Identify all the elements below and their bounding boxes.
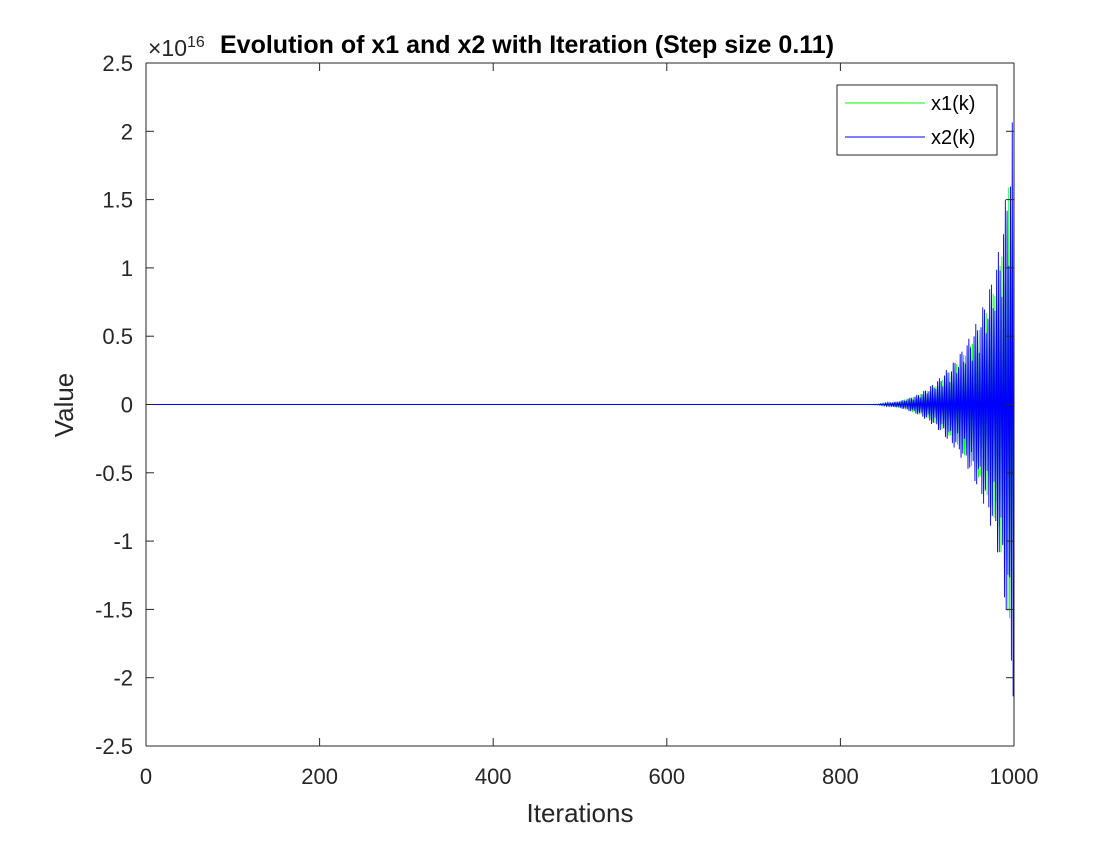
legend-label-x1: x1(k) <box>931 93 975 115</box>
y-axis-label: Value <box>49 373 79 438</box>
x-axis-ticks: 0 200 400 600 800 1000 <box>140 63 1039 789</box>
x-tick-label: 800 <box>822 764 859 789</box>
legend: x1(k) x2(k) <box>836 84 998 156</box>
legend-label-x2: x2(k) <box>931 127 975 149</box>
y-tick-label: -1.5 <box>95 597 133 622</box>
y-tick-label: 0 <box>121 393 133 418</box>
y-tick-label: 1.5 <box>102 188 133 213</box>
series-layer <box>146 120 1015 697</box>
y-axis-exponent-base: ×10 <box>148 35 187 61</box>
y-tick-label: 0.5 <box>102 324 133 349</box>
chart-title: Evolution of x1 and x2 with Iteration (S… <box>220 31 834 59</box>
legend-box <box>836 84 998 156</box>
y-axis-exponent-power: 16 <box>187 34 205 51</box>
x-tick-label: 200 <box>301 764 338 789</box>
x-tick-label: 400 <box>475 764 512 789</box>
x-tick-label: 0 <box>140 764 152 789</box>
y-tick-label: 2 <box>121 119 133 144</box>
x-tick-label: 600 <box>648 764 685 789</box>
y-axis-exponent: ×1016 <box>148 34 205 61</box>
y-axis-ticks: 2.5 2 1.5 1 0.5 0 -0.5 -1 -1.5 -2 -2.5 <box>95 51 1014 759</box>
y-tick-label: -2 <box>113 666 133 691</box>
y-tick-label: -1 <box>113 529 133 554</box>
y-tick-label: -0.5 <box>95 461 133 486</box>
y-tick-label: -2.5 <box>95 734 133 759</box>
y-tick-label: 2.5 <box>102 51 133 76</box>
series-line-x2k <box>146 120 1015 697</box>
y-tick-label: 1 <box>121 256 133 281</box>
x-axis-label: Iterations <box>527 798 634 828</box>
x-tick-label: 1000 <box>990 764 1039 789</box>
